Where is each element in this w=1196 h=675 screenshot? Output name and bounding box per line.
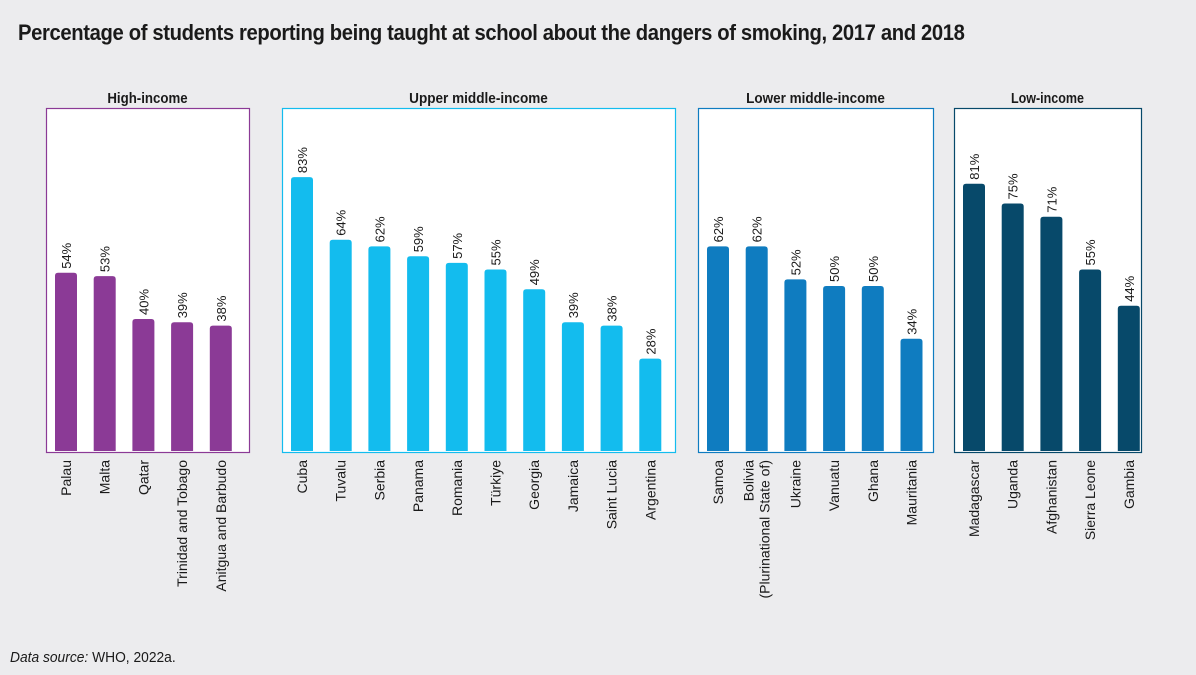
value-label: 59% — [411, 226, 426, 252]
bar — [210, 326, 232, 451]
bar — [132, 319, 154, 451]
bar — [1118, 306, 1140, 451]
value-label: 54% — [59, 242, 74, 268]
panel-heading: Low-income — [1011, 90, 1084, 107]
category-label: Saint Lucia — [604, 460, 620, 529]
value-label: 62% — [372, 216, 387, 242]
value-label: 50% — [866, 256, 881, 282]
category-label: Tuvalu — [333, 460, 349, 502]
data-source-label: Data source: — [10, 649, 88, 666]
category-label: Mauritania — [904, 460, 920, 526]
value-label: 83% — [295, 147, 310, 173]
value-label: 64% — [334, 209, 349, 235]
bar — [368, 246, 390, 451]
category-label: Sierra Leone — [1082, 460, 1098, 540]
value-label: 38% — [605, 295, 620, 321]
panel-heading: Lower middle-income — [746, 90, 885, 107]
bar — [823, 286, 845, 451]
category-label: Türkiye — [488, 460, 504, 506]
bar — [1040, 217, 1062, 451]
category-label: (Plurinational State of) — [757, 460, 773, 599]
category-label: Anitgua and Barbudo — [213, 460, 229, 592]
category-label: Ukraine — [787, 460, 803, 508]
category-label: Afghanistan — [1043, 460, 1059, 534]
panel-heading: High-income — [107, 90, 187, 107]
category-label: Jamaica — [565, 460, 581, 512]
category-label: Bolivia — [741, 460, 757, 501]
bar — [746, 246, 768, 451]
category-label: Qatar — [135, 460, 151, 495]
value-label: 53% — [98, 246, 113, 272]
value-label: 52% — [788, 249, 803, 275]
category-label: Gambia — [1121, 460, 1137, 509]
category-label: Ghana — [865, 460, 881, 502]
bar — [707, 246, 729, 451]
bar — [963, 184, 985, 451]
value-label: 81% — [967, 153, 982, 179]
value-label: 34% — [905, 308, 920, 334]
value-label: 71% — [1044, 186, 1059, 212]
category-label: Madagascar — [966, 460, 982, 537]
bar — [446, 263, 468, 451]
bar — [523, 289, 545, 451]
bar — [784, 279, 806, 451]
value-label: 39% — [175, 292, 190, 318]
panel-lower-middle-income: Lower middle-income 62% Samoa 62% Bolivia (Pl… — [699, 90, 934, 599]
category-label: Palau — [58, 460, 74, 496]
category-label: Georgia — [526, 460, 542, 510]
bar — [330, 240, 352, 451]
value-label: 50% — [827, 256, 842, 282]
value-label: 49% — [527, 259, 542, 285]
panel-heading: Upper middle-income — [409, 90, 548, 107]
category-label: Romania — [449, 460, 465, 516]
value-label: 55% — [1083, 239, 1098, 265]
bar — [601, 326, 623, 451]
bar — [562, 322, 584, 451]
value-label: 38% — [214, 295, 229, 321]
value-label: 75% — [1006, 173, 1021, 199]
bar — [407, 256, 429, 451]
panel-upper-middle-income: Upper middle-income 83% Cuba 64% Tuvalu 62% Se… — [283, 90, 676, 529]
value-label: 28% — [643, 328, 658, 354]
panel-low-income: Low-income 81% Madagascar 75% Uganda 71% Afgha… — [955, 90, 1142, 540]
value-label: 62% — [750, 216, 765, 242]
bar — [291, 177, 313, 451]
bar — [171, 322, 193, 451]
value-label: 62% — [711, 216, 726, 242]
bar — [901, 339, 923, 451]
bar — [94, 276, 116, 451]
category-label: Trinidad and Tobago — [174, 460, 190, 587]
panel-frame — [699, 109, 934, 453]
value-label: 40% — [136, 289, 151, 315]
bar — [862, 286, 884, 451]
value-label: 55% — [489, 239, 504, 265]
data-source-text: WHO, 2022a. — [92, 649, 176, 666]
bar — [1079, 270, 1101, 452]
bar — [1002, 204, 1024, 452]
panel-high-income: High-income 54% Palau 53% Malta 40% Qatar 39% Tr… — [47, 90, 250, 592]
category-label: Uganda — [1005, 460, 1021, 509]
data-source: Data source: WHO, 2022a. — [10, 649, 176, 666]
value-label: 57% — [450, 232, 465, 258]
value-label: 44% — [1122, 275, 1137, 301]
value-label: 39% — [566, 292, 581, 318]
category-label: Malta — [97, 460, 113, 494]
category-label: Argentina — [642, 460, 658, 520]
category-label: Serbia — [371, 460, 387, 501]
bar — [485, 270, 507, 452]
category-label: Cuba — [294, 460, 310, 494]
category-label: Vanuatu — [826, 460, 842, 511]
category-label: Samoa — [710, 460, 726, 505]
bar — [639, 359, 661, 451]
bar — [55, 273, 77, 451]
category-label: Panama — [410, 460, 426, 512]
